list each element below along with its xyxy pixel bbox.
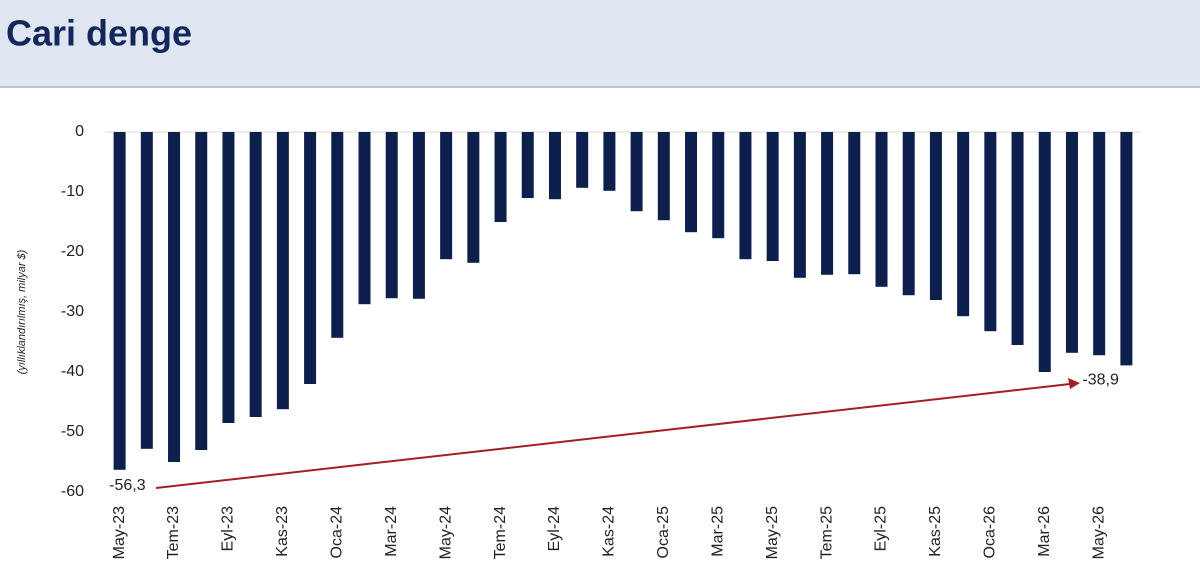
bar bbox=[1093, 132, 1106, 356]
bar bbox=[685, 132, 698, 233]
y-tick-label: -20 bbox=[61, 243, 84, 260]
x-tick-label: Mar-25 bbox=[709, 506, 726, 557]
x-tick-label: Oca-26 bbox=[982, 506, 999, 559]
bar bbox=[929, 132, 942, 300]
bar bbox=[222, 132, 235, 423]
bar bbox=[875, 132, 888, 287]
x-tick-label: Mar-26 bbox=[1036, 506, 1053, 557]
bar bbox=[548, 132, 561, 200]
x-tick-label: Tem-24 bbox=[492, 506, 509, 559]
bar bbox=[793, 132, 806, 278]
bar bbox=[1011, 132, 1024, 345]
bar bbox=[902, 132, 915, 296]
x-tick-label: Oca-24 bbox=[329, 506, 346, 559]
bar bbox=[494, 132, 507, 222]
y-axis-label: (yıllıklandırılmış, milyar $) bbox=[16, 249, 28, 374]
value-label: -56,3 bbox=[109, 477, 146, 494]
bar bbox=[821, 132, 834, 275]
y-tick-label: 0 bbox=[75, 123, 84, 140]
x-tick-label: Tem-25 bbox=[818, 506, 835, 559]
bar bbox=[521, 132, 534, 198]
bar bbox=[467, 132, 480, 263]
chart-title: Cari denge bbox=[6, 13, 192, 54]
arrow-head bbox=[1068, 378, 1080, 389]
y-tick-label: -60 bbox=[61, 483, 84, 500]
bar bbox=[848, 132, 861, 275]
bar bbox=[412, 132, 425, 299]
bar bbox=[195, 132, 208, 450]
x-tick-label: Tem-23 bbox=[165, 506, 182, 559]
bar bbox=[168, 132, 181, 462]
x-tick-label: Mar-24 bbox=[383, 506, 400, 557]
bar bbox=[249, 132, 262, 417]
y-tick-label: -50 bbox=[61, 423, 84, 440]
bar bbox=[984, 132, 997, 332]
bar bbox=[331, 132, 344, 338]
x-tick-label: May-25 bbox=[764, 506, 781, 559]
bar bbox=[712, 132, 725, 239]
x-tick-label: May-24 bbox=[437, 506, 454, 559]
bar bbox=[113, 132, 126, 470]
x-tick-label: Eyl-23 bbox=[220, 506, 237, 551]
y-tick-label: -40 bbox=[61, 363, 84, 380]
x-tick-label: Eyl-24 bbox=[546, 506, 563, 551]
header-band bbox=[0, 0, 1200, 86]
bar bbox=[276, 132, 289, 410]
x-tick-label: May-26 bbox=[1090, 506, 1107, 559]
x-tick-label: Kas-24 bbox=[601, 506, 618, 557]
value-label: -38,9 bbox=[1082, 372, 1119, 389]
x-tick-label: Oca-25 bbox=[655, 506, 672, 559]
x-tick-label: May-23 bbox=[111, 506, 128, 559]
bar bbox=[385, 132, 398, 299]
bar bbox=[140, 132, 153, 449]
bar bbox=[358, 132, 371, 305]
bar bbox=[1065, 132, 1078, 353]
bar bbox=[603, 132, 616, 191]
bar bbox=[1038, 132, 1051, 372]
x-tick-label: Kas-23 bbox=[274, 506, 291, 557]
bar bbox=[576, 132, 589, 188]
trend-arrow bbox=[155, 383, 1071, 489]
bar bbox=[739, 132, 752, 260]
bar bbox=[1120, 132, 1133, 366]
bar bbox=[657, 132, 670, 221]
bar bbox=[957, 132, 970, 317]
bar bbox=[630, 132, 643, 212]
bar bbox=[440, 132, 453, 260]
x-tick-label: Eyl-25 bbox=[873, 506, 890, 551]
y-tick-label: -30 bbox=[61, 303, 84, 320]
bar bbox=[766, 132, 779, 261]
x-tick-label: Kas-25 bbox=[927, 506, 944, 557]
y-tick-label: -10 bbox=[61, 183, 84, 200]
bar bbox=[304, 132, 317, 384]
